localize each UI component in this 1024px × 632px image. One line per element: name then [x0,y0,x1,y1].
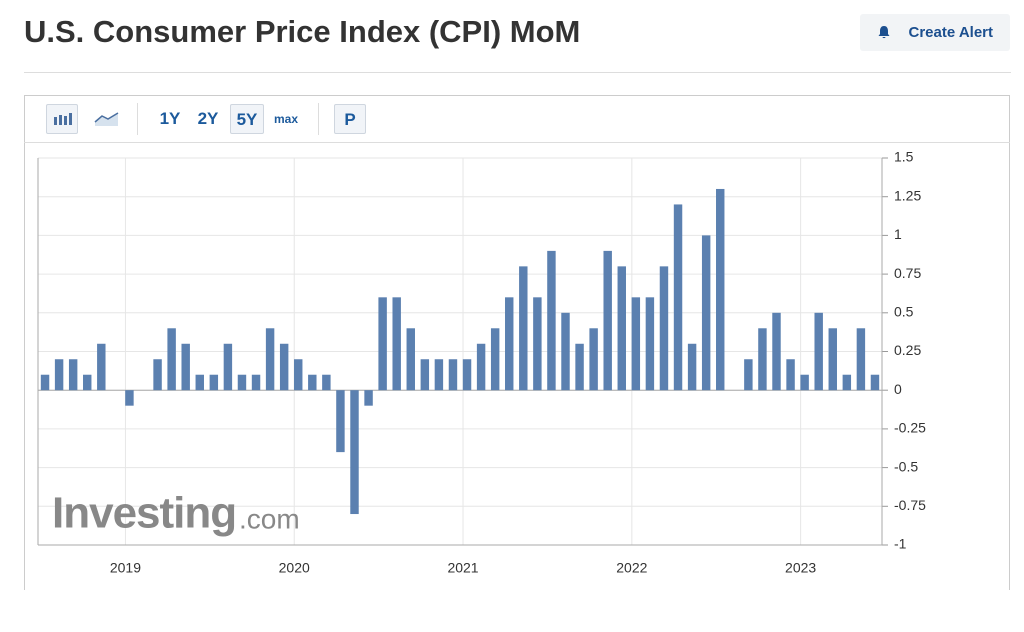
bar [434,359,444,391]
x-tick-label: 2021 [447,560,478,576]
divider [24,72,1011,73]
bar [589,328,598,391]
bar [406,328,415,391]
bar [758,328,767,391]
bar [547,250,556,391]
bar [856,328,866,391]
bar [378,297,387,391]
y-tick-label: 1.5 [894,149,914,165]
line-chart-button[interactable] [90,104,122,134]
range-button[interactable]: max [273,112,299,126]
y-tick-label: 1 [894,226,902,242]
create-alert-button[interactable]: Create Alert [860,14,1010,51]
bar [490,328,500,391]
x-tick-label: 2020 [279,560,310,576]
bar [575,343,584,391]
y-tick-label: 0.5 [894,304,914,320]
x-tick-label: 2023 [785,560,816,576]
y-tick-label: -0.25 [894,420,926,436]
bar [772,312,781,391]
bar [420,359,430,391]
y-tick-label: 0.75 [894,265,921,281]
bar [659,266,669,391]
bar [279,343,289,391]
bar [251,374,261,391]
bar [505,297,514,391]
bar [308,374,317,391]
bar [68,359,78,391]
bar [603,250,612,391]
bar [701,235,711,391]
bar [716,188,725,391]
bar [687,343,697,391]
y-tick-label: -1 [894,536,907,552]
y-tick-label: 0.25 [894,342,921,358]
bar [83,374,92,391]
bar [195,374,204,391]
x-tick-label: 2019 [110,560,141,576]
line-icon [94,112,119,126]
page-title: U.S. Consumer Price Index (CPI) MoM [24,14,581,49]
chart-frame [24,95,1010,590]
bar [645,297,655,391]
bar-chart-button[interactable] [46,104,78,134]
bar [364,390,373,406]
bar [209,374,219,391]
bar [350,390,359,515]
bar [800,374,809,391]
bar [673,204,683,391]
bar [294,359,303,391]
bar-icon [54,113,72,125]
watermark-brand: Investing [52,489,236,538]
p-button[interactable]: P [334,104,366,134]
bar [153,359,162,391]
bar [533,297,542,391]
separator [318,103,319,135]
toolbar [24,95,1010,143]
x-tick-label: 2022 [616,560,647,576]
y-tick-label: 1.25 [894,187,921,203]
bar [631,297,641,391]
bar [97,343,106,391]
separator [137,103,138,135]
bar [54,359,64,391]
y-tick-label: -0.5 [894,458,918,474]
bar [814,312,823,391]
bar [167,328,176,391]
bar [870,374,880,391]
bar [519,266,528,391]
bar [786,359,795,391]
bar [125,390,134,406]
bar [336,390,345,453]
bar [476,343,486,391]
y-tick-label: 0 [894,381,902,397]
bar [40,374,50,391]
bar [223,343,233,391]
range-button[interactable]: 1Y [159,109,181,128]
bar [617,266,626,391]
bar [265,328,275,391]
create-alert-label: Create Alert [908,24,993,41]
bar [842,374,852,391]
bar [181,343,190,391]
watermark-suffix: .com [239,503,300,534]
bar [322,374,331,391]
bar [392,297,401,391]
bar [462,359,472,391]
bar [744,359,753,391]
bell-icon [878,26,890,39]
y-tick-label: -0.75 [894,497,926,513]
bar [828,328,837,391]
range-button[interactable]: 2Y [197,109,219,128]
bar [448,359,458,391]
bar [561,312,570,391]
bar [237,374,247,391]
range-button[interactable]: 5Y [230,104,264,134]
